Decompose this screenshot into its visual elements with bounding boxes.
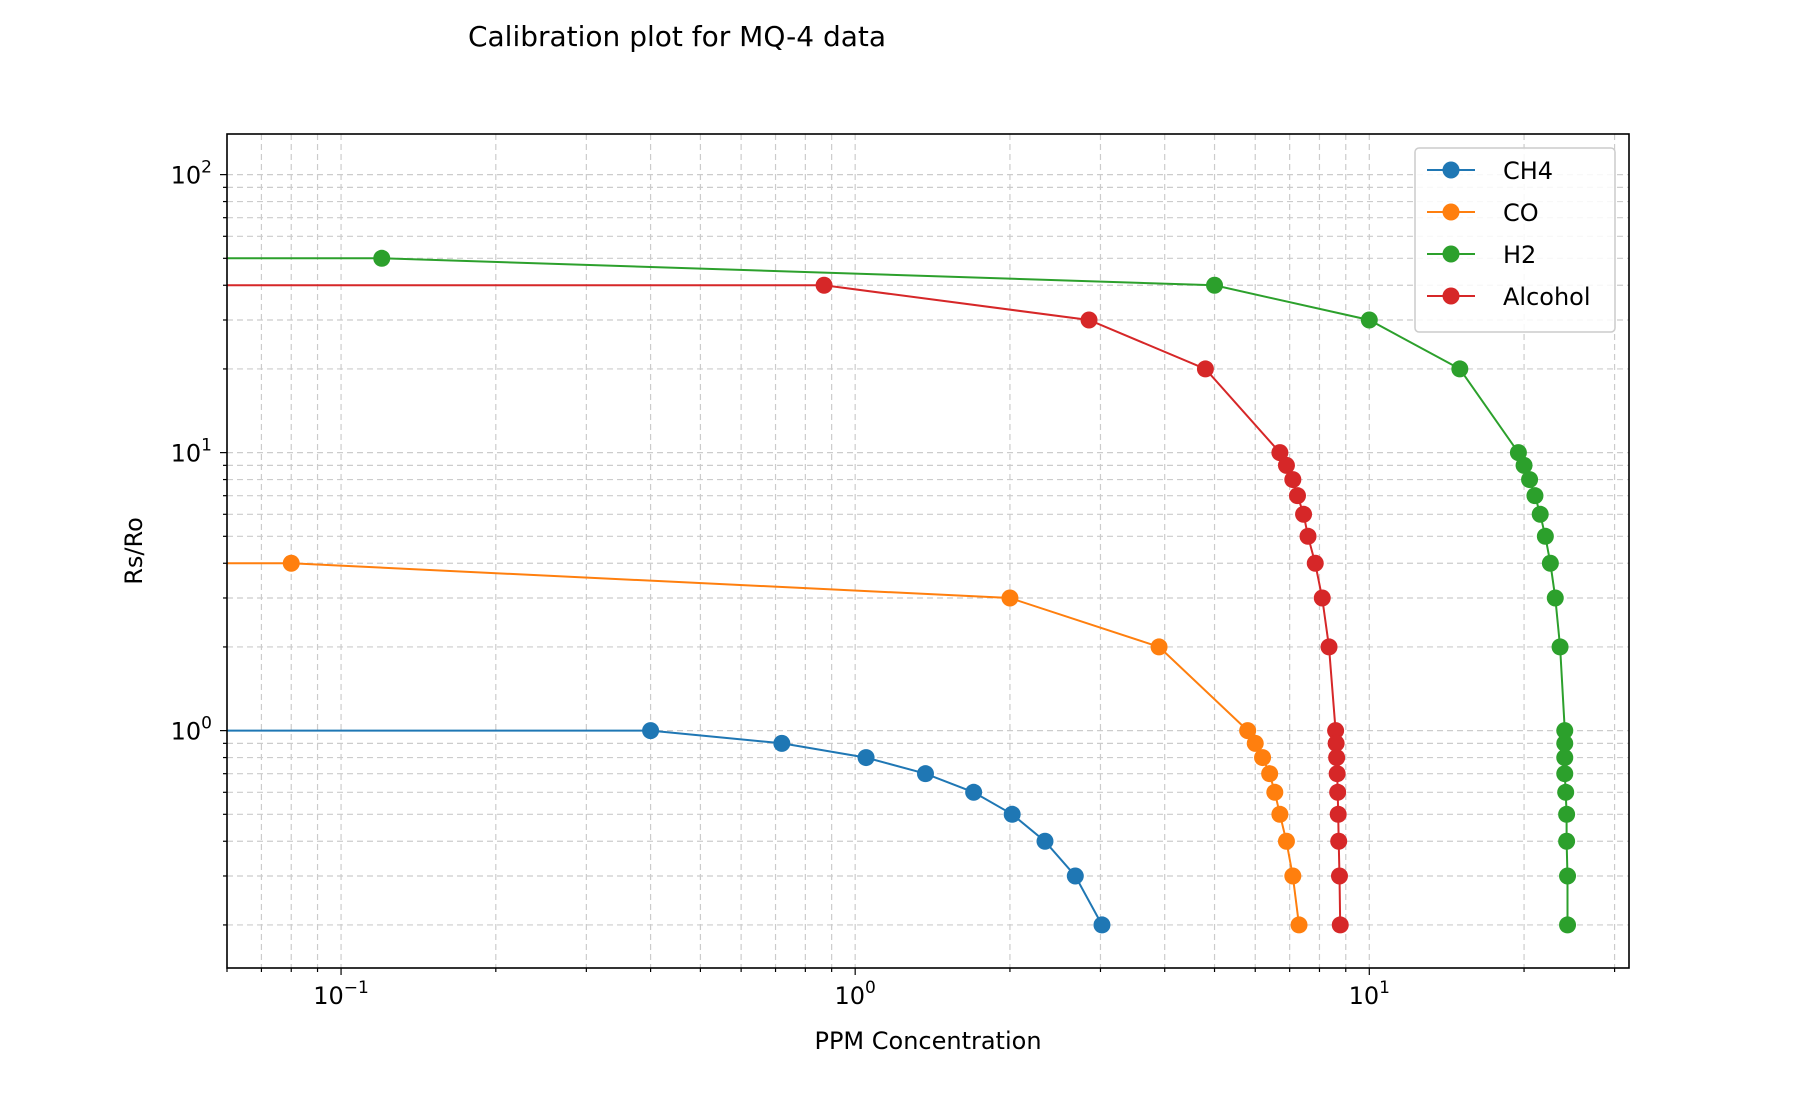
y-tick-label: 102 xyxy=(171,158,212,190)
data-point-ch4 xyxy=(1036,832,1054,850)
legend-label-h2: H2 xyxy=(1503,241,1536,269)
data-point-co xyxy=(1290,916,1308,934)
data-point-ch4 xyxy=(857,749,875,767)
data-point-alcohol xyxy=(1328,749,1346,767)
data-point-h2 xyxy=(1206,276,1224,294)
legend-marker-co xyxy=(1442,203,1460,221)
data-point-co xyxy=(1266,783,1284,801)
data-point-alcohol xyxy=(1196,360,1214,378)
legend-marker-h2 xyxy=(1442,245,1460,263)
legend-marker-ch4 xyxy=(1442,161,1460,179)
series-line-alcohol xyxy=(227,284,1342,925)
data-point-alcohol xyxy=(1295,505,1313,523)
data-point-alcohol xyxy=(1328,765,1346,783)
data-point-h2 xyxy=(1558,832,1576,850)
data-point-h2 xyxy=(1451,360,1469,378)
legend-box xyxy=(1414,147,1616,333)
data-point-co xyxy=(1254,749,1272,767)
x-tick-label: 10−1 xyxy=(313,978,369,1010)
data-point-ch4 xyxy=(1003,805,1021,823)
data-point-co xyxy=(1239,722,1257,740)
data-point-h2 xyxy=(1515,456,1533,474)
data-point-co xyxy=(1284,867,1302,885)
legend-label-alcohol: Alcohol xyxy=(1503,283,1591,311)
data-point-alcohol xyxy=(1330,867,1348,885)
data-point-h2 xyxy=(1531,505,1549,523)
data-point-co xyxy=(282,554,300,572)
data-point-alcohol xyxy=(1299,527,1317,545)
data-point-h2 xyxy=(1541,554,1559,572)
chart-title: Calibration plot for MQ-4 data xyxy=(468,20,886,53)
data-point-co xyxy=(1271,805,1289,823)
data-point-h2 xyxy=(1360,311,1378,329)
data-point-ch4 xyxy=(916,765,934,783)
data-point-alcohol xyxy=(1329,805,1347,823)
data-point-co xyxy=(1246,734,1264,752)
data-point-h2 xyxy=(1521,471,1539,489)
data-point-h2 xyxy=(1557,783,1575,801)
legend-label-co: CO xyxy=(1503,199,1539,227)
data-point-h2 xyxy=(1558,805,1576,823)
legend-marker-alcohol xyxy=(1442,287,1460,305)
data-point-ch4 xyxy=(773,734,791,752)
data-point-alcohol xyxy=(1313,589,1331,607)
data-point-alcohol xyxy=(1327,734,1345,752)
data-point-h2 xyxy=(1556,734,1574,752)
data-point-alcohol xyxy=(1330,832,1348,850)
data-point-h2 xyxy=(1526,487,1544,505)
x-tick-label: 100 xyxy=(834,978,875,1010)
grid xyxy=(226,134,1629,968)
data-point-h2 xyxy=(373,249,391,267)
data-point-alcohol xyxy=(1329,783,1347,801)
data-point-ch4 xyxy=(642,722,660,740)
y-tick-label: 101 xyxy=(171,436,212,468)
data-point-h2 xyxy=(1559,916,1577,934)
data-point-co xyxy=(1001,589,1019,607)
data-point-alcohol xyxy=(1271,444,1289,462)
data-point-alcohol xyxy=(1284,471,1302,489)
data-point-h2 xyxy=(1546,589,1564,607)
data-point-h2 xyxy=(1556,722,1574,740)
data-point-ch4 xyxy=(1066,867,1084,885)
ticks: 10−1 100 101 100 101 102 xyxy=(171,158,1616,1010)
legend: CH4 CO H2 Alcohol xyxy=(1414,147,1616,333)
data-point-alcohol xyxy=(1327,722,1345,740)
data-point-alcohol xyxy=(1277,456,1295,474)
data-point-alcohol xyxy=(815,276,833,294)
x-axis-label: PPM Concentration xyxy=(814,1027,1041,1055)
data-point-co xyxy=(1277,832,1295,850)
data-point-alcohol xyxy=(1320,638,1338,656)
y-tick-label: 100 xyxy=(171,714,212,746)
series-line-ch4 xyxy=(227,729,1103,926)
data-point-alcohol xyxy=(1288,487,1306,505)
data-point-alcohol xyxy=(1331,916,1349,934)
legend-label-ch4: CH4 xyxy=(1503,157,1553,185)
series-layer xyxy=(227,249,1577,934)
x-tick-label: 101 xyxy=(1349,978,1390,1010)
data-point-ch4 xyxy=(1093,916,1111,934)
data-point-h2 xyxy=(1556,749,1574,767)
data-point-alcohol xyxy=(1080,311,1098,329)
data-point-h2 xyxy=(1559,867,1577,885)
data-point-co xyxy=(1150,638,1168,656)
y-axis-label: Rs/Ro xyxy=(120,517,148,585)
data-point-co xyxy=(1261,765,1279,783)
data-point-alcohol xyxy=(1306,554,1324,572)
data-point-h2 xyxy=(1556,765,1574,783)
plot-frame xyxy=(226,133,1630,969)
data-point-h2 xyxy=(1536,527,1554,545)
data-point-h2 xyxy=(1551,638,1569,656)
data-point-h2 xyxy=(1509,444,1527,462)
data-point-ch4 xyxy=(965,783,983,801)
